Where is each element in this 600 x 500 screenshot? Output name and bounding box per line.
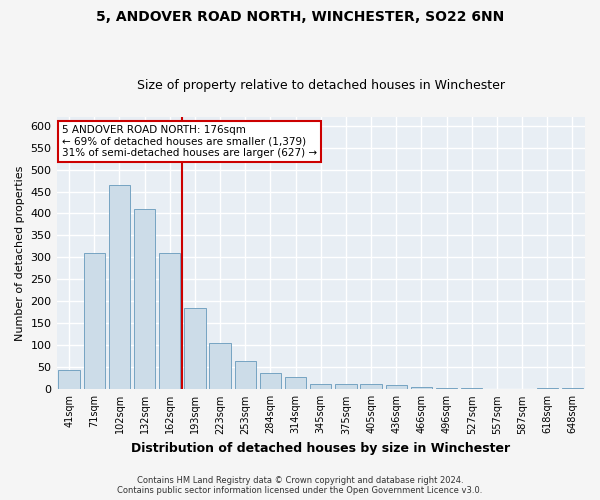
X-axis label: Distribution of detached houses by size in Winchester: Distribution of detached houses by size … <box>131 442 511 455</box>
Bar <box>159 253 181 390</box>
Bar <box>310 384 331 390</box>
Bar <box>134 209 155 390</box>
Bar <box>335 384 356 390</box>
Bar <box>83 253 105 390</box>
Bar <box>58 370 80 390</box>
Bar <box>209 343 231 390</box>
Bar <box>109 185 130 390</box>
Bar <box>536 388 558 390</box>
Bar <box>285 377 307 390</box>
Bar <box>461 388 482 390</box>
Bar <box>386 385 407 390</box>
Y-axis label: Number of detached properties: Number of detached properties <box>15 166 25 340</box>
Bar <box>361 384 382 390</box>
Text: 5 ANDOVER ROAD NORTH: 176sqm
← 69% of detached houses are smaller (1,379)
31% of: 5 ANDOVER ROAD NORTH: 176sqm ← 69% of de… <box>62 125 317 158</box>
Bar <box>184 308 206 390</box>
Bar <box>235 360 256 390</box>
Bar <box>562 388 583 390</box>
Bar <box>436 388 457 390</box>
Bar <box>260 373 281 390</box>
Text: Contains HM Land Registry data © Crown copyright and database right 2024.
Contai: Contains HM Land Registry data © Crown c… <box>118 476 482 495</box>
Text: 5, ANDOVER ROAD NORTH, WINCHESTER, SO22 6NN: 5, ANDOVER ROAD NORTH, WINCHESTER, SO22 … <box>96 10 504 24</box>
Bar <box>411 386 432 390</box>
Title: Size of property relative to detached houses in Winchester: Size of property relative to detached ho… <box>137 79 505 92</box>
